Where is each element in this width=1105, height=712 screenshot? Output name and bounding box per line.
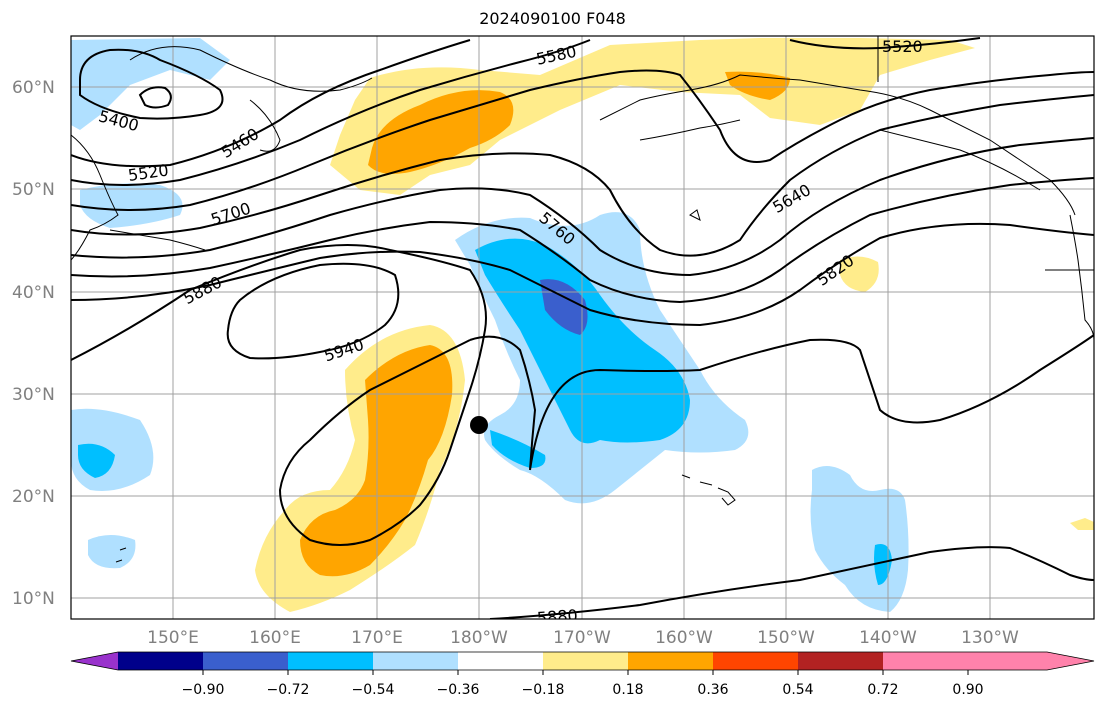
contour-5820 [71,222,1094,327]
positive-anomaly-region-strong [368,90,514,174]
contour-label: 5640 [769,180,814,217]
lon-label: 160°E [249,628,301,648]
contour-5400 [79,48,224,120]
colorbar-tick-label: −0.72 [267,682,310,698]
positive-anomaly-region [840,256,879,292]
gridlines [71,36,1094,619]
colorbar-segment [543,652,628,670]
colorbar-segment [713,652,798,670]
colorbar-segment [203,652,288,670]
lon-label: 180°W [450,628,508,648]
positive-anomaly-region-strong [300,345,453,577]
colorbar-outline [70,651,1095,671]
colorbar-tick-label: −0.18 [522,682,565,698]
colorbar-segment [883,652,968,670]
map-area: 5400 5460 5520 5580 5520 5640 5700 5760 … [71,36,1094,628]
contour-5760 [71,177,1094,304]
map-title: 2024090100 F048 [479,9,626,28]
colorbar-tick-label: −0.36 [437,682,480,698]
colorbar-segment [288,652,373,670]
contour-5880-south [489,546,1094,619]
contour-5940 [226,262,400,360]
location-marker [470,416,488,434]
lat-label: 40°N [12,283,55,303]
contour-label: 5880 [180,272,225,308]
colorbar-tick-label: 0.36 [697,682,728,698]
lat-label: 50°N [12,180,55,200]
map-frame [70,35,1095,620]
lon-label: 160°W [655,628,713,648]
contour-label: 5400 [97,106,141,135]
contour-label: 5700 [208,199,253,230]
negative-anomaly-region [810,466,909,612]
colorbar-segment [458,652,543,670]
longitude-axis: 150°E 160°E 170°E 180°W 170°W 160°W 150°… [147,628,1019,648]
colorbar-segment [798,652,883,670]
colorbar-segment [628,652,713,670]
contour-5700 [71,137,1094,277]
positive-anomaly-region-strong [725,71,790,100]
lon-label: 150°E [147,628,199,648]
height-contours [71,37,1094,619]
colorbar-tick-label: 0.72 [867,682,898,698]
lon-label: 140°W [859,628,917,648]
lat-label: 10°N [12,589,55,609]
colorbar-tick-label: 0.54 [782,682,813,698]
lat-label: 60°N [12,78,55,98]
colorbar-ticks [202,670,969,675]
colorbar-tick-label: 0.90 [952,682,983,698]
contour-5520-east [789,37,981,50]
contour-5460 [71,39,471,168]
colorbar-segment [118,652,203,670]
contour-5580 [71,69,1094,211]
contour-5520 [71,39,591,186]
lat-label: 20°N [12,487,55,507]
lon-label: 150°W [757,628,815,648]
colorbar-segment [373,652,458,670]
lat-label: 30°N [12,385,55,405]
lon-label: 170°W [553,628,611,648]
latitude-axis: 60°N 50°N 40°N 30°N 20°N 10°N [12,78,55,609]
contour-5640 [71,94,1094,257]
colorbar-tick-label: 0.18 [612,682,643,698]
colorbar-extend-high [968,652,1094,670]
negative-anomaly-region [80,183,183,228]
colorbar-extend-low [71,652,118,670]
contour-5880 [71,244,487,546]
colorbar: −0.90 −0.72 −0.54 −0.36 −0.18 0.18 0.36 … [70,651,1095,698]
negative-anomaly-region-strong [78,443,115,478]
contour-5880-upper [469,334,1094,471]
positive-anomaly-region [330,38,975,195]
contour-low-center [138,86,172,109]
contour-label: 5880 [536,606,578,628]
colorbar-tick-label: −0.54 [352,682,395,698]
lon-label: 170°E [351,628,403,648]
contour-label: 5520 [882,37,923,56]
positive-anomaly-region [1070,518,1094,530]
negative-anomaly-region-core [540,279,588,335]
colorbar-tick-label: −0.90 [182,682,225,698]
contour-label: 5520 [127,160,170,184]
lon-label: 130°W [961,628,1019,648]
negative-anomaly-region [88,535,136,569]
negative-anomaly-region [71,38,230,130]
